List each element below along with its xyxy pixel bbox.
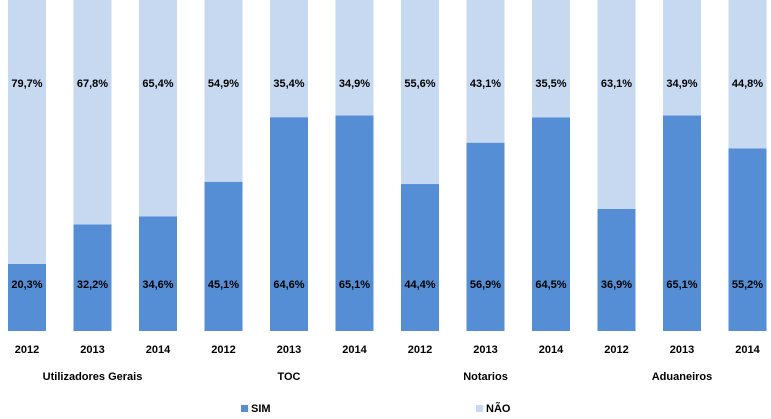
bar-segment [73, 0, 112, 225]
data-label: 65,1% [666, 279, 697, 291]
data-label: 34,6% [142, 279, 173, 291]
bar-segment [597, 208, 636, 331]
bar-segment [663, 115, 701, 331]
group-label: Notarios [463, 371, 508, 383]
x-tick-label: 2014 [146, 344, 171, 356]
bar-segment [139, 0, 177, 217]
bar-segment [663, 0, 701, 116]
data-label: 65,1% [339, 279, 370, 291]
data-label: 34,9% [339, 78, 370, 90]
bar-segment [204, 181, 243, 331]
data-label: 79,7% [11, 78, 42, 90]
bar-segment [401, 0, 439, 185]
data-label: 43,1% [470, 78, 501, 90]
data-label: 35,4% [273, 78, 304, 90]
data-label: 32,2% [77, 279, 108, 291]
x-tick-label: 2013 [80, 344, 104, 356]
group-label: TOC [277, 371, 300, 383]
x-tick-label: 2014 [342, 344, 367, 356]
x-tick-label: 2012 [15, 344, 39, 356]
x-tick-label: 2014 [735, 344, 760, 356]
bar-segment [728, 0, 767, 149]
data-label: 44,4% [404, 279, 435, 291]
data-label: 65,4% [142, 78, 173, 90]
legend-swatch [476, 405, 483, 412]
bar-segment [139, 216, 177, 331]
x-tick-label: 2012 [604, 344, 628, 356]
x-tick-label: 2012 [211, 344, 235, 356]
x-tick-label: 2012 [408, 344, 432, 356]
bar-segment [335, 115, 374, 331]
bar-segment [8, 0, 46, 264]
bar-segment [466, 142, 505, 331]
bar-segment [466, 0, 505, 143]
bar-segment [401, 184, 439, 331]
bar-segment [204, 0, 243, 182]
data-label: 34,9% [666, 78, 697, 90]
group-label: Utilizadores Gerais [43, 371, 143, 383]
group-label: Aduaneiros [652, 371, 713, 383]
data-label: 55,2% [732, 279, 763, 291]
data-label: 20,3% [11, 279, 42, 291]
x-tick-label: 2013 [277, 344, 301, 356]
bar-segment [532, 0, 570, 118]
data-label: 54,9% [208, 78, 239, 90]
bar-segment [270, 117, 308, 331]
legend-label: NÃO [486, 402, 511, 415]
data-label: 36,9% [601, 279, 632, 291]
bar-segment [335, 0, 374, 116]
data-label: 45,1% [208, 279, 239, 291]
bar-segment [8, 263, 46, 331]
data-label: 64,5% [535, 279, 566, 291]
bar-segment [532, 117, 570, 331]
bar-segment [73, 224, 112, 331]
data-label: 56,9% [470, 279, 501, 291]
x-tick-label: 2013 [670, 344, 694, 356]
bar-segment [270, 0, 308, 118]
bar-segment [597, 0, 636, 209]
data-label: 63,1% [601, 78, 632, 90]
x-tick-label: 2014 [539, 344, 564, 356]
legend-label: SIM [251, 403, 271, 415]
data-label: 55,6% [404, 78, 435, 90]
bar-segment [728, 148, 767, 331]
x-tick-label: 2013 [473, 344, 497, 356]
data-label: 64,6% [273, 279, 304, 291]
data-label: 44,8% [732, 78, 763, 90]
data-label: 67,8% [77, 78, 108, 90]
legend-swatch [241, 405, 248, 412]
data-label: 35,5% [535, 78, 566, 90]
